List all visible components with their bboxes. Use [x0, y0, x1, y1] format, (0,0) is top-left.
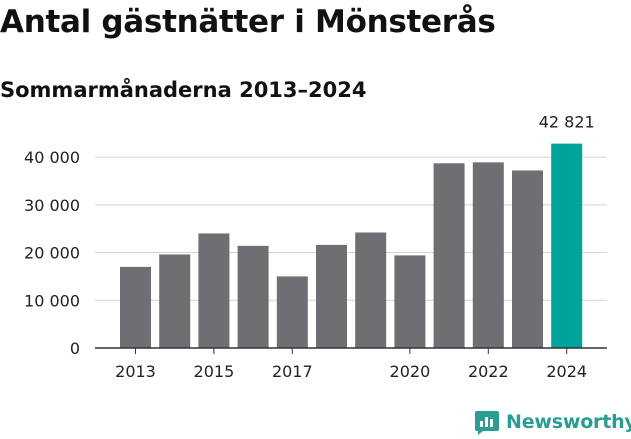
bar-2013 — [120, 266, 151, 348]
y-tick-label: 20 000 — [24, 244, 80, 263]
y-tick-labels: 0 10 000 20 000 30 000 40 000 — [24, 148, 80, 358]
y-tick-label: 0 — [70, 339, 80, 358]
brand-name: Newsworthy — [506, 411, 631, 433]
y-tick-label: 30 000 — [24, 196, 80, 215]
chart-subtitle: Sommarmånaderna 2013–2024 — [0, 78, 367, 102]
bar-2014 — [159, 254, 191, 348]
bar-2021 — [433, 163, 465, 348]
bar-2022 — [472, 162, 504, 348]
y-tick-label: 40 000 — [24, 148, 80, 167]
x-tick-label: 2017 — [272, 362, 313, 381]
bar-2015 — [198, 233, 230, 348]
newsworthy-logo-icon — [475, 411, 499, 435]
bar-2017 — [276, 276, 308, 348]
x-tick-label: 2015 — [194, 362, 235, 381]
bar-2016 — [237, 245, 269, 348]
x-tick-label: 2020 — [390, 362, 431, 381]
brand-logo: Newsworthy — [474, 406, 631, 438]
chart-title: Antal gästnätter i Mönsterås — [0, 4, 496, 40]
bar-2018 — [316, 244, 347, 348]
bars — [120, 143, 583, 348]
bar-2019 — [355, 232, 387, 348]
bar-2023 — [512, 170, 543, 348]
bar-2024 — [551, 143, 583, 348]
highlight-value-label: 42 821 — [539, 113, 595, 132]
x-tick-label: 2022 — [468, 362, 509, 381]
y-tick-label: 10 000 — [24, 291, 80, 310]
x-tick-label: 2024 — [546, 362, 587, 381]
x-tick-labels: 2013 2015 2017 2020 2022 2024 — [115, 348, 587, 381]
bar-2020 — [394, 255, 426, 348]
x-tick-label: 2013 — [115, 362, 156, 381]
